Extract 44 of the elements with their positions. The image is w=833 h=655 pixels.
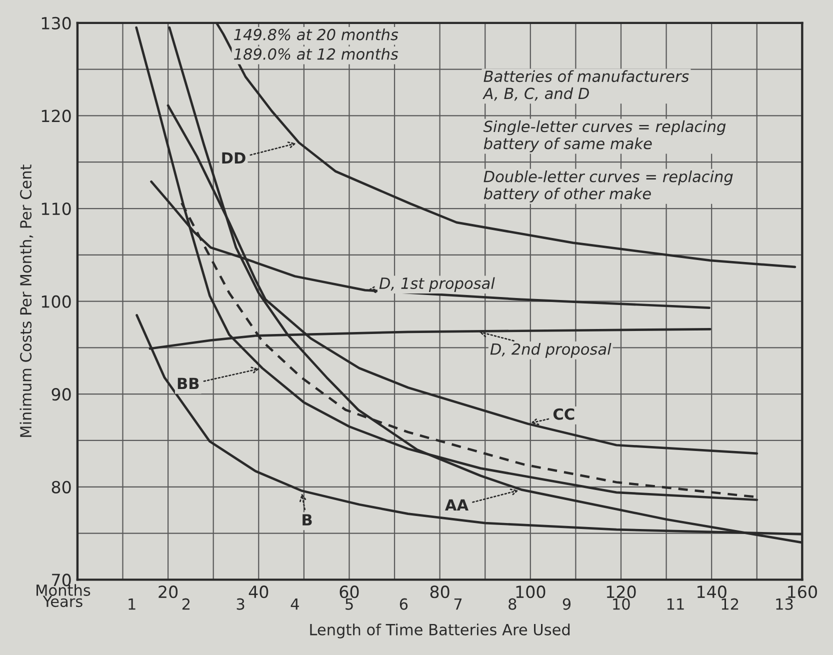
- annotation: CC: [553, 408, 574, 420]
- y-tick-label: 110: [42, 202, 71, 216]
- annotation: 149.8% at 20 months: [234, 28, 398, 40]
- annotation: Batteries of manufacturers A, B, C, and D: [482, 70, 689, 101]
- x2-tick-label: 3: [236, 598, 244, 610]
- x-tick-label: 40: [248, 586, 268, 598]
- x2-tick-label: 8: [508, 598, 516, 610]
- annotation: B: [302, 514, 312, 526]
- y-tick-label: 90: [52, 388, 71, 401]
- x-tick-label: 160: [788, 586, 817, 598]
- x2-axis-title: Years: [42, 596, 82, 608]
- x2-tick-label: 11: [667, 598, 684, 610]
- x-tick-label: 80: [430, 586, 450, 598]
- x2-tick-label: 12: [722, 598, 738, 610]
- x2-tick-label: 1: [128, 598, 136, 610]
- x-tick-label: 20: [158, 586, 178, 598]
- y-tick-label: 130: [42, 16, 71, 30]
- x-tick-label: 120: [606, 586, 636, 598]
- y-tick-label: 80: [52, 480, 71, 494]
- y-axis-title: Minimum Costs Per Month, Per Cent: [20, 164, 34, 437]
- y-tick-label: 120: [42, 110, 71, 122]
- x2-tick-label: 13: [776, 598, 793, 610]
- x-axis-title: Length of Time Batteries Are Used: [310, 624, 570, 638]
- x2-tick-label: 2: [182, 598, 190, 610]
- annotation: 189.0% at 12 months: [234, 48, 398, 60]
- x2-tick-label: 7: [454, 598, 462, 610]
- x2-tick-label: 4: [290, 598, 299, 610]
- x-tick-label: 140: [698, 586, 726, 598]
- annotation: Single-letter curves = replacing battery of same make: [483, 120, 726, 152]
- x-tick-label: 100: [516, 586, 546, 598]
- y-tick-label: 100: [42, 295, 71, 308]
- annotation: BB: [178, 378, 199, 389]
- annotation: Double-letter curves = replacing battery of other make: [484, 170, 733, 202]
- x2-tick-label: 5: [346, 598, 353, 610]
- x2-tick-label: 6: [400, 598, 408, 610]
- x-tick-label: 60: [340, 586, 359, 598]
- x2-tick-label: 10: [613, 598, 630, 610]
- text: Months: [36, 584, 90, 596]
- annotation: AA: [445, 499, 468, 511]
- y-tick-label: 70: [52, 574, 71, 586]
- annotation: D, 2nd proposal: [490, 343, 612, 358]
- x2-tick-label: 9: [562, 598, 571, 610]
- annotation: DD: [222, 152, 246, 164]
- annotation: D, 1st proposal: [379, 277, 495, 292]
